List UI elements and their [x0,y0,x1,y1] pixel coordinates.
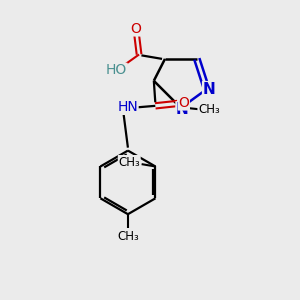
Text: N: N [203,82,215,97]
Text: CH₃: CH₃ [118,156,140,169]
Text: N: N [176,102,189,117]
Text: HN: HN [117,100,138,114]
Text: CH₃: CH₃ [117,230,139,243]
Text: O: O [131,22,142,36]
Text: CH₃: CH₃ [198,103,220,116]
Text: O: O [178,96,189,110]
Text: HO: HO [106,63,127,77]
